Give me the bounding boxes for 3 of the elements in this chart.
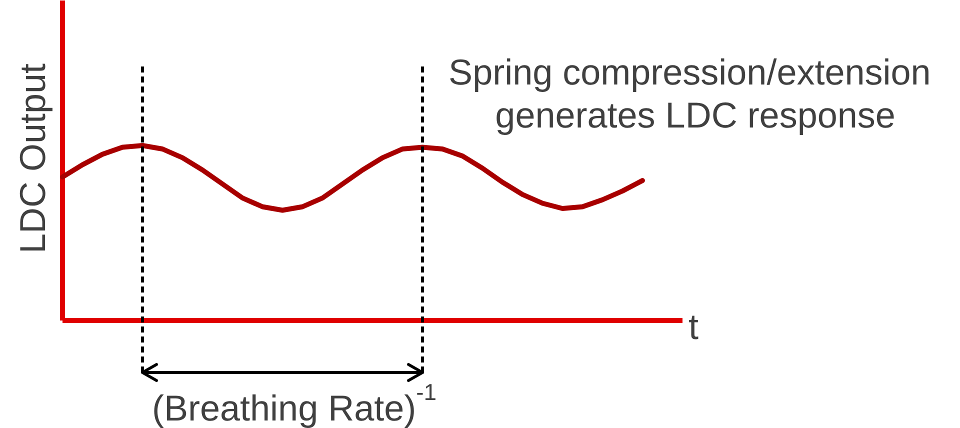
x-axis-title: t xyxy=(688,306,699,347)
y-axis-title: LDC Output xyxy=(12,63,53,254)
text: Spring compression/extension generates LDC response xyxy=(448,51,931,136)
